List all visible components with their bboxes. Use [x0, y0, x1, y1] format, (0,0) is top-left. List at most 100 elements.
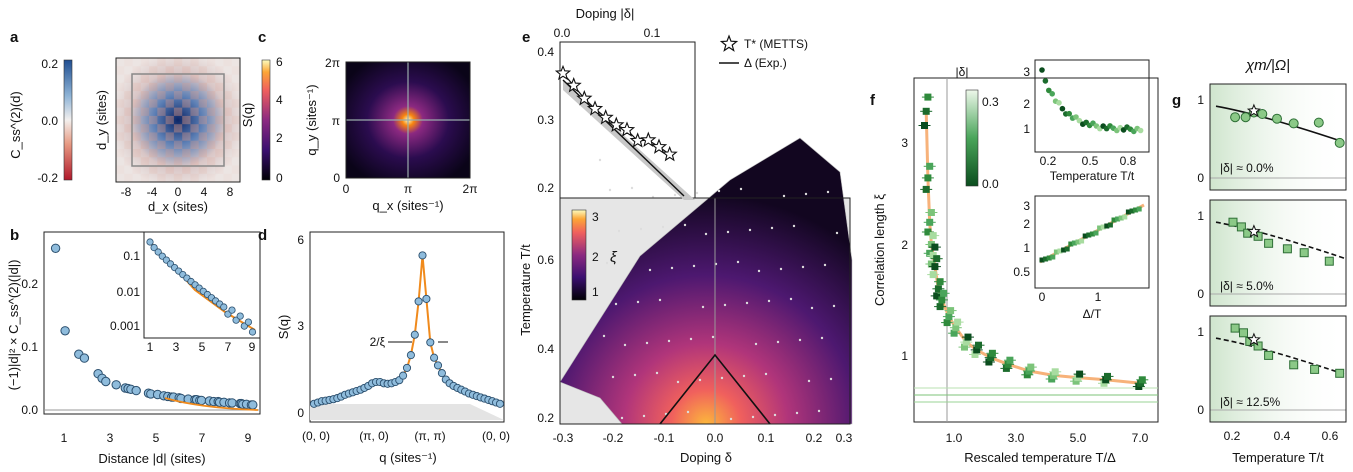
- d-ytick-0: 0: [297, 406, 304, 420]
- plot-b-inset-markers: [146, 238, 257, 336]
- c-xtick-1: π: [404, 182, 412, 196]
- plot-f-point: [936, 303, 944, 311]
- plot-e-frame: [559, 197, 851, 425]
- plot-f-point: [1025, 367, 1033, 375]
- plot-e-inset-star: [661, 145, 678, 162]
- plot-f-inset2-frame: [1034, 195, 1150, 289]
- plot-f-inset2-point: [1125, 209, 1131, 215]
- heatmap-a-cell: [182, 66, 191, 75]
- plot-f-inset1-point: [1046, 87, 1052, 94]
- heatmap-a-cell: [190, 124, 199, 133]
- plot-f-xticks: 1.0 3.0 5.0 7.0: [946, 431, 1149, 445]
- heatmap-a-cell: [140, 107, 150, 116]
- a-xtick-2: 0: [175, 185, 182, 199]
- plot-f-inset1-frame: [1034, 59, 1150, 153]
- plot-e-inset-star: [576, 89, 593, 106]
- plot-e-inset-star: [608, 116, 625, 133]
- plot-f-inset2-point: [1050, 254, 1056, 260]
- heatmap-a-cell: [182, 82, 191, 92]
- plot-b-fit-line: [164, 397, 259, 411]
- plot-b-inset-point: [228, 306, 236, 314]
- heatmap-a-cell: [140, 58, 150, 67]
- plot-f-inset2-point: [1133, 207, 1139, 213]
- legend-e: T* (METTS) Δ (Exp.): [719, 34, 808, 70]
- g-sub0-ytick-0: 1: [1197, 93, 1204, 107]
- plot-e-mesh-node: [748, 228, 752, 232]
- heatmap-a-cell: [182, 149, 191, 158]
- f-in1-ytick-1: 2: [1023, 97, 1030, 111]
- b-ytick-0: 0.0: [21, 403, 38, 417]
- f-xtick-1: 3.0: [1008, 431, 1025, 445]
- e-xtick-2: -0.1: [654, 431, 675, 445]
- heatmap-a-cell: [173, 107, 183, 116]
- plot-e-mesh-node: [645, 341, 649, 345]
- plot-d-yticks: 0 3 6: [297, 233, 304, 420]
- heatmap-a-cell: [198, 132, 207, 141]
- plot-e-mesh-node: [692, 264, 696, 268]
- legend-e-label-0: T* (METTS): [744, 37, 808, 51]
- plot-f-inset2-point: [1082, 233, 1088, 239]
- plot-f-inset2-point: [1118, 215, 1124, 221]
- heatmap-a-cell: [182, 99, 191, 108]
- heatmap-a-cell: [198, 66, 207, 75]
- plot-e-mesh-node: [745, 301, 749, 305]
- heatmap-c-yticks: 2π π 0: [325, 56, 340, 185]
- plot-f-point: [924, 93, 932, 101]
- heatmap-a-cell: [173, 173, 183, 183]
- heatmap-a-cell: [132, 66, 141, 75]
- plot-g-point: [1282, 244, 1292, 254]
- plot-e-mesh-node: [611, 375, 615, 379]
- heatmap-a-box: [131, 73, 225, 167]
- g-sub2-ytick-1: 0: [1197, 403, 1204, 417]
- plot-f-point: [1049, 371, 1057, 379]
- cbar-a-tick-0: 0.2: [41, 57, 58, 71]
- plot-f-yticks: 3 2 1: [901, 136, 908, 363]
- plot-e-mesh-node: [751, 415, 755, 419]
- b-xtick-4: 9: [245, 431, 252, 445]
- cbar-c-label: S(q): [240, 103, 255, 128]
- plot-g-point: [1236, 222, 1246, 232]
- plot-f-point: [1076, 370, 1084, 378]
- c-xlabel: q_x (sites⁻¹): [372, 198, 443, 213]
- heatmap-a-cell: [182, 132, 191, 141]
- plot-d-point: [399, 371, 408, 380]
- heatmap-a-frame: [115, 57, 241, 183]
- heatmap-a: [116, 58, 240, 182]
- heatmap-a-cell: [165, 66, 174, 75]
- plot-g-star: [1246, 332, 1261, 346]
- heatmap-a-cell: [149, 149, 158, 158]
- plot-e-mesh-node: [754, 342, 758, 346]
- heatmap-a-cell: [207, 140, 216, 149]
- f-in1-xtick-2: 0.8: [1120, 154, 1137, 168]
- f-xtick-2: 5.0: [1070, 431, 1087, 445]
- plot-e-inset-yticks: 0.4 0.3 0.2: [537, 45, 554, 195]
- heatmap-a-cell: [223, 74, 232, 83]
- plot-g-point: [1253, 231, 1263, 241]
- a-xtick-3: 4: [201, 185, 208, 199]
- cbar-c-tick-1: 4: [276, 93, 283, 107]
- f-in2-ytick-3: 0.5: [1013, 265, 1030, 279]
- plot-f-inset1-xticks: 0.2 0.5 0.8: [1040, 154, 1137, 168]
- plot-f-inset2-point: [1079, 238, 1085, 244]
- plot-e-mesh-node: [736, 260, 740, 264]
- heatmap-a-cell: [124, 58, 133, 67]
- heatmap-a-cell: [140, 91, 150, 100]
- plot-e-mesh-node: [801, 265, 805, 269]
- cbar-a-tick-1: 0.0: [41, 114, 58, 128]
- plot-e-mesh-node: [661, 225, 665, 229]
- heatmap-a-cell: [198, 149, 207, 158]
- plot-f-inset2-point: [1043, 256, 1049, 262]
- d-ylabel: S(q): [276, 315, 291, 340]
- e-xtick-5: 0.2: [806, 431, 823, 445]
- a-xtick-1: -4: [147, 185, 158, 199]
- plot-d-point: [410, 330, 419, 339]
- plot-b-point: [101, 376, 111, 387]
- plot-f-point: [947, 307, 955, 315]
- heatmap-a-cell: [223, 173, 232, 183]
- a-xtick-0: -8: [121, 185, 132, 199]
- panel-label-d: d: [258, 227, 267, 244]
- e-ytick-1: 0.4: [537, 342, 554, 356]
- colorbar-e-ticks: 3 2 1: [592, 210, 599, 299]
- plot-g-point: [1230, 112, 1241, 123]
- plot-e-mesh: [559, 137, 853, 425]
